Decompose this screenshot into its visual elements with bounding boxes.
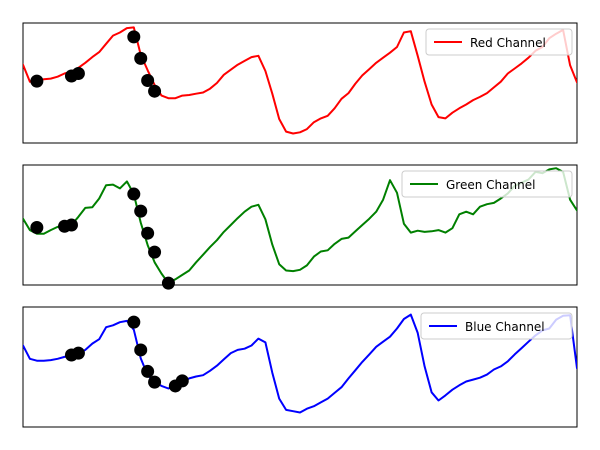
plot-area — [23, 313, 577, 414]
marked-point — [127, 315, 141, 329]
legend-box — [420, 312, 573, 340]
marked-point — [71, 346, 85, 360]
plot-area — [23, 167, 577, 285]
marked-point — [134, 204, 148, 218]
plot-area — [23, 26, 577, 135]
marked-point — [175, 374, 189, 388]
legend: Green Channel — [401, 170, 573, 198]
marked-point — [64, 218, 78, 232]
marked-point — [141, 226, 155, 240]
marked-point — [148, 245, 162, 259]
marked-point — [134, 51, 148, 65]
legend-label: Green Channel — [446, 178, 535, 192]
subplot-3: Blue Channel — [22, 306, 578, 428]
legend: Red Channel — [425, 28, 573, 56]
series-line-green-channel — [23, 167, 577, 285]
marked-point — [71, 67, 85, 81]
series-line-red-channel — [23, 26, 577, 135]
subplot-2: Green Channel — [22, 164, 578, 290]
marked-point — [141, 73, 155, 87]
marked-point — [148, 84, 162, 98]
marked-point — [30, 74, 44, 88]
marked-point — [30, 221, 44, 235]
subplots: Red Channel Green Channel Blue Channel — [22, 22, 578, 428]
marked-point — [141, 364, 155, 378]
marked-point — [127, 30, 141, 44]
marked-point — [134, 343, 148, 357]
legend-label: Red Channel — [470, 36, 546, 50]
subplot-1: Red Channel — [22, 22, 578, 144]
legend-box — [425, 28, 573, 56]
marked-point — [127, 187, 141, 201]
legend: Blue Channel — [420, 312, 573, 340]
axes-frame — [22, 164, 578, 286]
marked-point — [161, 276, 175, 290]
legend-label: Blue Channel — [465, 320, 545, 334]
marked-point — [148, 375, 162, 389]
legend-box — [401, 170, 573, 198]
series-line-blue-channel — [23, 313, 577, 414]
